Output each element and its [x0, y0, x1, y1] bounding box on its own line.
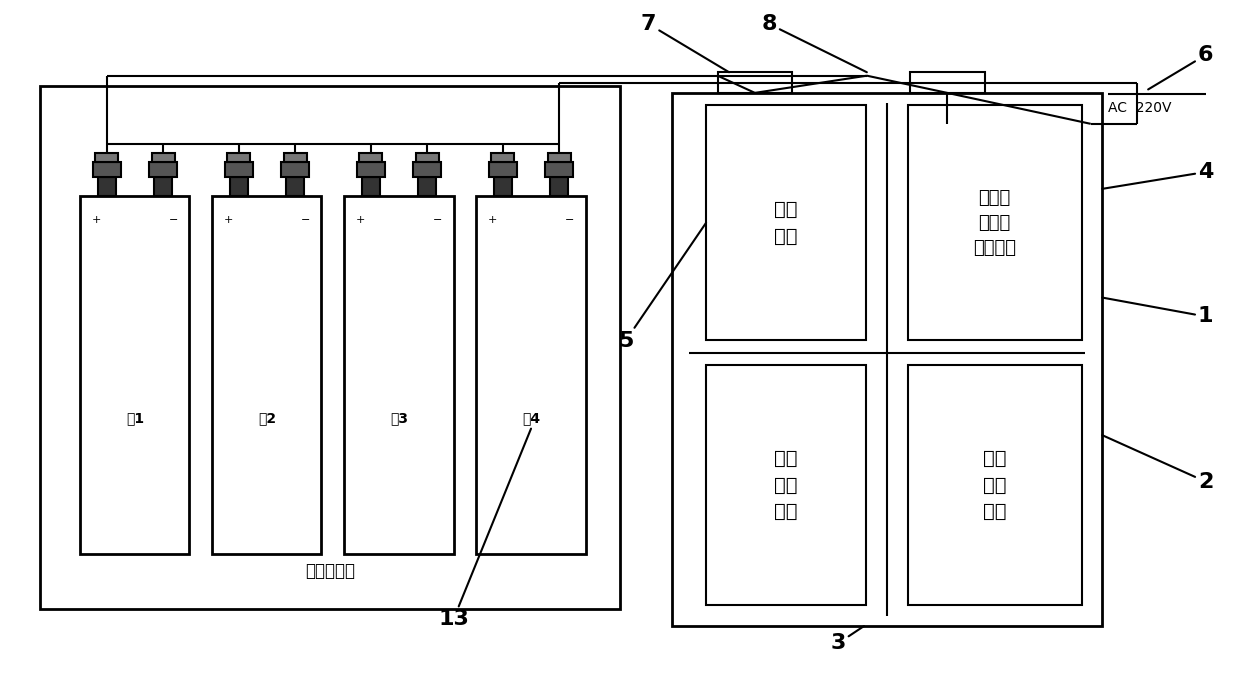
Bar — [476, 196, 585, 554]
Bar — [491, 153, 515, 162]
Text: AC  220V: AC 220V — [1109, 101, 1172, 115]
Text: −: − — [301, 215, 310, 225]
Bar — [908, 105, 1081, 340]
Bar — [415, 153, 439, 162]
Bar — [212, 196, 321, 554]
Text: 2: 2 — [1102, 435, 1213, 492]
Bar — [227, 153, 250, 162]
Text: −: − — [564, 215, 574, 225]
Bar — [281, 162, 309, 177]
Bar — [95, 153, 118, 162]
Text: 锋离子电池: 锋离子电池 — [305, 562, 355, 580]
Text: 7: 7 — [641, 14, 729, 72]
Text: −: − — [169, 215, 179, 225]
Text: 主动式
自管理
化成模块: 主动式 自管理 化成模块 — [973, 189, 1016, 257]
Bar — [224, 162, 253, 177]
Text: 6: 6 — [1148, 45, 1213, 89]
Text: +: + — [223, 215, 233, 225]
Bar — [489, 162, 517, 177]
Bar — [418, 177, 436, 196]
Bar — [40, 86, 620, 609]
Bar — [154, 177, 172, 196]
Bar — [149, 162, 177, 177]
Text: 4: 4 — [1102, 162, 1213, 189]
Text: 1: 1 — [1102, 297, 1213, 327]
Text: 二次
预化
模块: 二次 预化 模块 — [775, 449, 799, 522]
Bar — [551, 177, 568, 196]
Text: 充电
模块: 充电 模块 — [775, 200, 799, 246]
Bar — [546, 162, 573, 177]
Text: 电3: 电3 — [391, 411, 408, 425]
Bar — [229, 177, 248, 196]
Bar — [910, 72, 985, 93]
Text: 3: 3 — [831, 626, 864, 654]
Bar — [548, 153, 570, 162]
Text: 电1: 电1 — [125, 411, 144, 425]
Bar — [98, 177, 117, 196]
Bar — [706, 105, 867, 340]
Bar — [345, 196, 454, 554]
Bar — [718, 72, 792, 93]
Bar — [284, 153, 306, 162]
Bar — [360, 153, 382, 162]
Bar — [672, 93, 1102, 626]
Text: 5: 5 — [618, 223, 706, 351]
Text: 电4: 电4 — [522, 411, 541, 425]
Text: +: + — [487, 215, 497, 225]
Bar — [357, 162, 384, 177]
Bar — [362, 177, 379, 196]
Bar — [151, 153, 175, 162]
Bar — [413, 162, 441, 177]
Bar — [908, 365, 1081, 605]
Text: 8: 8 — [761, 14, 867, 72]
Bar — [706, 365, 867, 605]
Bar — [81, 196, 190, 554]
Text: 电2: 电2 — [258, 411, 277, 425]
Bar — [93, 162, 120, 177]
Text: −: − — [433, 215, 443, 225]
Text: +: + — [92, 215, 102, 225]
Text: 一次
预化
模块: 一次 预化 模块 — [983, 449, 1007, 522]
Text: +: + — [356, 215, 366, 225]
Bar — [494, 177, 512, 196]
Bar — [286, 177, 304, 196]
Text: 13: 13 — [438, 429, 531, 630]
